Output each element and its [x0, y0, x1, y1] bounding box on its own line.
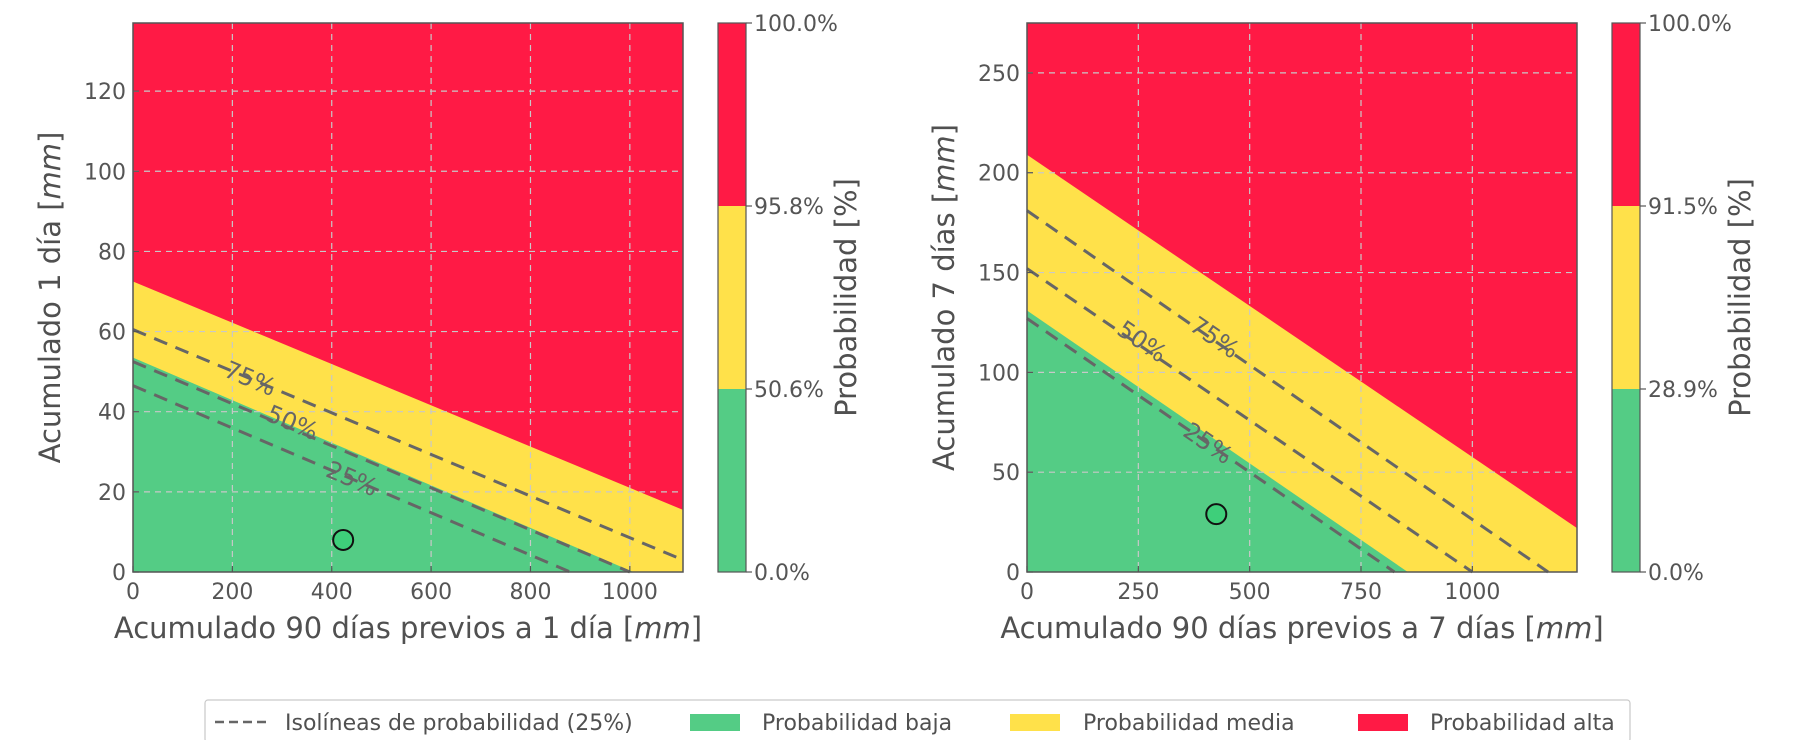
colorbar-tick-label: 50.6%: [754, 378, 824, 403]
x-tick-label: 1000: [1444, 580, 1500, 605]
isoline-50%: [1026, 267, 1474, 574]
x-tick-label: 0: [126, 580, 140, 605]
x-tick-label: 600: [410, 580, 452, 605]
y-tick-label: 0: [112, 561, 126, 586]
colorbar-frame: [717, 22, 747, 573]
y-tick-label: 60: [98, 321, 126, 346]
x-tick-label: 200: [211, 580, 253, 605]
isoline-25%: [132, 384, 571, 574]
legend-swatch-high: [1358, 714, 1408, 731]
legend-label-low: Probabilidad baja: [762, 711, 952, 736]
y-tick-label: 100: [978, 361, 1020, 386]
grid: [133, 23, 683, 572]
colorbar-tick-label: 95.8%: [754, 195, 824, 220]
colorbar-tick-label: 28.9%: [1648, 378, 1718, 403]
colorbar-tick-label: 0.0%: [1648, 561, 1704, 586]
data-point: [332, 528, 355, 551]
y-tick-label: 200: [978, 162, 1020, 187]
y-axis-label: Acumulado 7 días [mm]: [927, 124, 961, 471]
x-tick-label: 250: [1117, 580, 1159, 605]
colorbar-tick-label: 91.5%: [1648, 195, 1718, 220]
isoline-75%: [132, 328, 684, 562]
legend-label-mid: Probabilidad media: [1083, 711, 1295, 736]
x-tick-label: 800: [509, 580, 551, 605]
legend-box: [204, 699, 1631, 740]
x-tick-label: 400: [311, 580, 353, 605]
legend-swatch-low: [690, 714, 740, 731]
plot-frame: [1026, 22, 1578, 573]
y-tick-label: 50: [992, 461, 1020, 486]
grid: [1027, 23, 1577, 572]
colorbar-tick-label: 100.0%: [754, 12, 838, 37]
colorbar-frame: [1611, 22, 1641, 573]
legend-label-isoline: Isolíneas de probabilidad (25%): [285, 711, 633, 736]
region-low: [1027, 310, 1408, 572]
isoline-25%: [1026, 317, 1396, 574]
x-tick-label: 500: [1229, 580, 1271, 605]
x-tick-label: 750: [1340, 580, 1382, 605]
colorbar-label: Probabilidad [%]: [829, 178, 863, 417]
colorbar-low: [718, 389, 746, 572]
y-tick-label: 80: [98, 240, 126, 265]
data-point: [1205, 503, 1228, 526]
y-tick-label: 150: [978, 262, 1020, 287]
y-tick-label: 120: [84, 80, 126, 105]
colorbar-high: [718, 23, 746, 206]
colorbar-mid: [1612, 206, 1640, 389]
legend-swatch-mid: [1010, 714, 1060, 731]
x-axis-label: Acumulado 90 días previos a 7 días [mm]: [1000, 611, 1603, 645]
chart-1d: 25%50%75%0 200 400 600 800 100002040608010012…: [33, 12, 863, 645]
y-axis-label: Acumulado 1 día [mm]: [33, 132, 67, 464]
x-tick-label: 0: [1020, 580, 1034, 605]
y-tick-label: 100: [84, 160, 126, 185]
x-axis-label: Acumulado 90 días previos a 1 día [mm]: [114, 611, 702, 645]
colorbar-low: [1612, 389, 1640, 572]
y-tick-label: 0: [1006, 561, 1020, 586]
chart-7d: 25%50% 75%0 250 500 750 1000050100150200250Ac…: [927, 12, 1757, 645]
y-tick-label: 40: [98, 401, 126, 426]
colorbar-mid: [718, 206, 746, 389]
legend-label-high: Probabilidad alta: [1430, 711, 1615, 736]
legend: Isolíneas de probabilidad (25%) Probabili…: [204, 699, 1631, 740]
y-tick-label: 20: [98, 481, 126, 506]
colorbar-tick-label: 100.0%: [1648, 12, 1732, 37]
isoline-50%: [132, 360, 631, 574]
x-tick-label: 1000: [602, 580, 658, 605]
colorbar-label: Probabilidad [%]: [1723, 178, 1757, 417]
y-tick-label: 250: [978, 62, 1020, 87]
isoline-75%: [1026, 209, 1549, 574]
plot-frame: [132, 22, 684, 573]
colorbar-tick-label: 0.0%: [754, 561, 810, 586]
colorbar-high: [1612, 23, 1640, 206]
